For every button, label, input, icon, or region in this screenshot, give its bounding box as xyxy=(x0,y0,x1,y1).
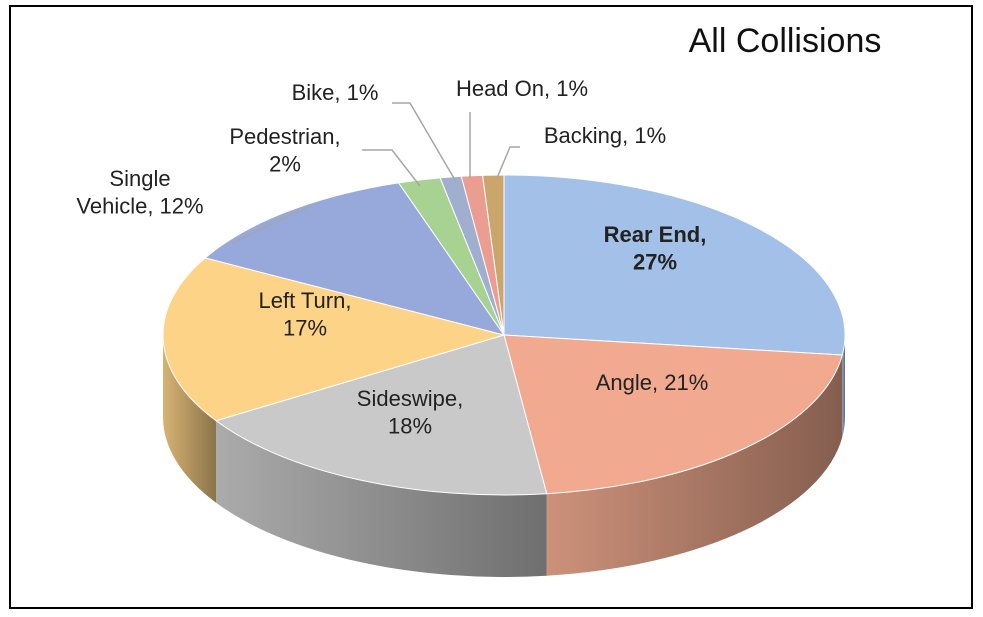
data-label: Backing, 1% xyxy=(544,123,666,148)
leader-line xyxy=(231,204,313,244)
slice-side xyxy=(163,335,217,503)
slice-side xyxy=(842,335,845,438)
slice xyxy=(503,334,843,495)
pie-sides xyxy=(163,335,845,577)
leader-line xyxy=(496,146,520,179)
slice-side xyxy=(216,420,547,577)
data-label: Single Vehicle, 12% xyxy=(76,166,203,219)
data-label: Rear End, 27% xyxy=(604,222,707,275)
data-labels: Rear End, 27% Angle, 21% Sideswipe, 18%Left … xyxy=(76,76,708,439)
data-label: Left Turn, 17% xyxy=(259,288,352,341)
data-label: Angle, 21% xyxy=(596,370,709,395)
slice xyxy=(482,174,505,336)
slice xyxy=(162,257,506,422)
leader-line xyxy=(392,102,456,181)
data-label: Head On, 1% xyxy=(456,76,588,101)
data-label: Sideswipe, 18% xyxy=(357,386,463,439)
data-label: Pedestrian, 2% xyxy=(229,124,340,177)
leader-line xyxy=(362,149,421,187)
slice xyxy=(214,334,548,496)
slice xyxy=(503,174,846,356)
chart-title: All Collisions xyxy=(689,22,882,60)
data-label: Bike, 1% xyxy=(292,80,379,105)
slice-side xyxy=(546,355,843,576)
pie-tops xyxy=(162,174,846,496)
